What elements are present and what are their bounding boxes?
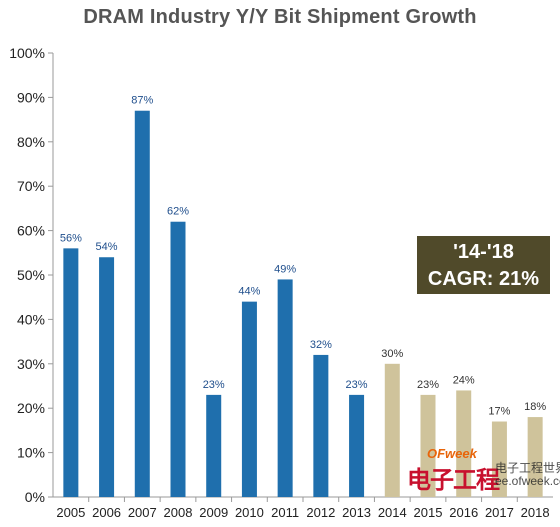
y-tick-label: 70%	[17, 178, 45, 194]
x-tick-label: 2018	[521, 505, 550, 520]
bar	[456, 390, 472, 497]
bar	[63, 248, 79, 497]
x-tick-label: 2010	[235, 505, 264, 520]
bar	[384, 363, 400, 497]
cagr-period-label: '14-'18	[453, 241, 514, 263]
bar	[99, 257, 115, 497]
x-tick-label: 2017	[485, 505, 514, 520]
data-label: 32%	[310, 339, 332, 351]
y-tick-label: 20%	[17, 400, 45, 416]
bar	[349, 394, 365, 497]
data-label: 62%	[167, 206, 189, 218]
bar	[206, 394, 222, 497]
x-tick-label: 2008	[164, 505, 193, 520]
data-label: 54%	[96, 241, 118, 253]
bar	[527, 417, 543, 497]
y-tick-label: 50%	[17, 267, 45, 283]
y-tick-label: 0%	[25, 489, 45, 505]
data-label: 24%	[453, 374, 475, 386]
x-tick-label: 2007	[128, 505, 157, 520]
x-tick-label: 2012	[306, 505, 335, 520]
x-tick-label: 2013	[342, 505, 371, 520]
data-label: 23%	[417, 379, 439, 391]
y-tick-label: 90%	[17, 89, 45, 105]
watermark-side-text: 电子工程世界 ee.ofweek.com	[495, 461, 560, 488]
data-label: 56%	[60, 232, 82, 244]
x-tick-label: 2009	[199, 505, 228, 520]
y-tick-label: 100%	[9, 45, 45, 61]
data-label: 30%	[381, 348, 403, 360]
data-label: 17%	[488, 406, 510, 418]
bar	[241, 301, 257, 497]
bar	[313, 354, 329, 497]
x-tick-label: 2015	[414, 505, 443, 520]
data-label: 87%	[131, 95, 153, 107]
data-label: 49%	[274, 263, 296, 275]
watermark-main-text: 电子工程	[407, 467, 500, 494]
y-tick-label: 30%	[17, 356, 45, 372]
watermark-logo: OFweek 电子工程 电子工程世界 ee.ofweek.com	[407, 446, 560, 524]
x-tick-label: 2006	[92, 505, 121, 520]
chart-title: DRAM Industry Y/Y Bit Shipment Growth	[83, 6, 477, 28]
y-tick-label: 10%	[17, 445, 45, 461]
cagr-value-label: CAGR: 21%	[427, 268, 540, 290]
watermark-brand: OFweek	[427, 446, 477, 461]
bar	[491, 421, 507, 497]
bar	[134, 110, 150, 497]
data-label: 44%	[238, 286, 260, 298]
x-tick-label: 2014	[378, 505, 407, 520]
y-tick-label: 40%	[17, 311, 45, 327]
x-tick-label: 2016	[449, 505, 478, 520]
data-label: 18%	[524, 401, 546, 413]
bar	[277, 279, 293, 497]
bar	[170, 221, 186, 497]
data-label: 23%	[346, 379, 368, 391]
data-label: 23%	[203, 379, 225, 391]
y-tick-label: 60%	[17, 223, 45, 239]
y-tick-label: 80%	[17, 134, 45, 150]
bar	[420, 394, 436, 497]
cagr-annotation-box: '14-'18 CAGR: 21%	[417, 236, 550, 294]
x-tick-label: 2005	[56, 505, 85, 520]
x-tick-label: 2011	[271, 505, 299, 520]
